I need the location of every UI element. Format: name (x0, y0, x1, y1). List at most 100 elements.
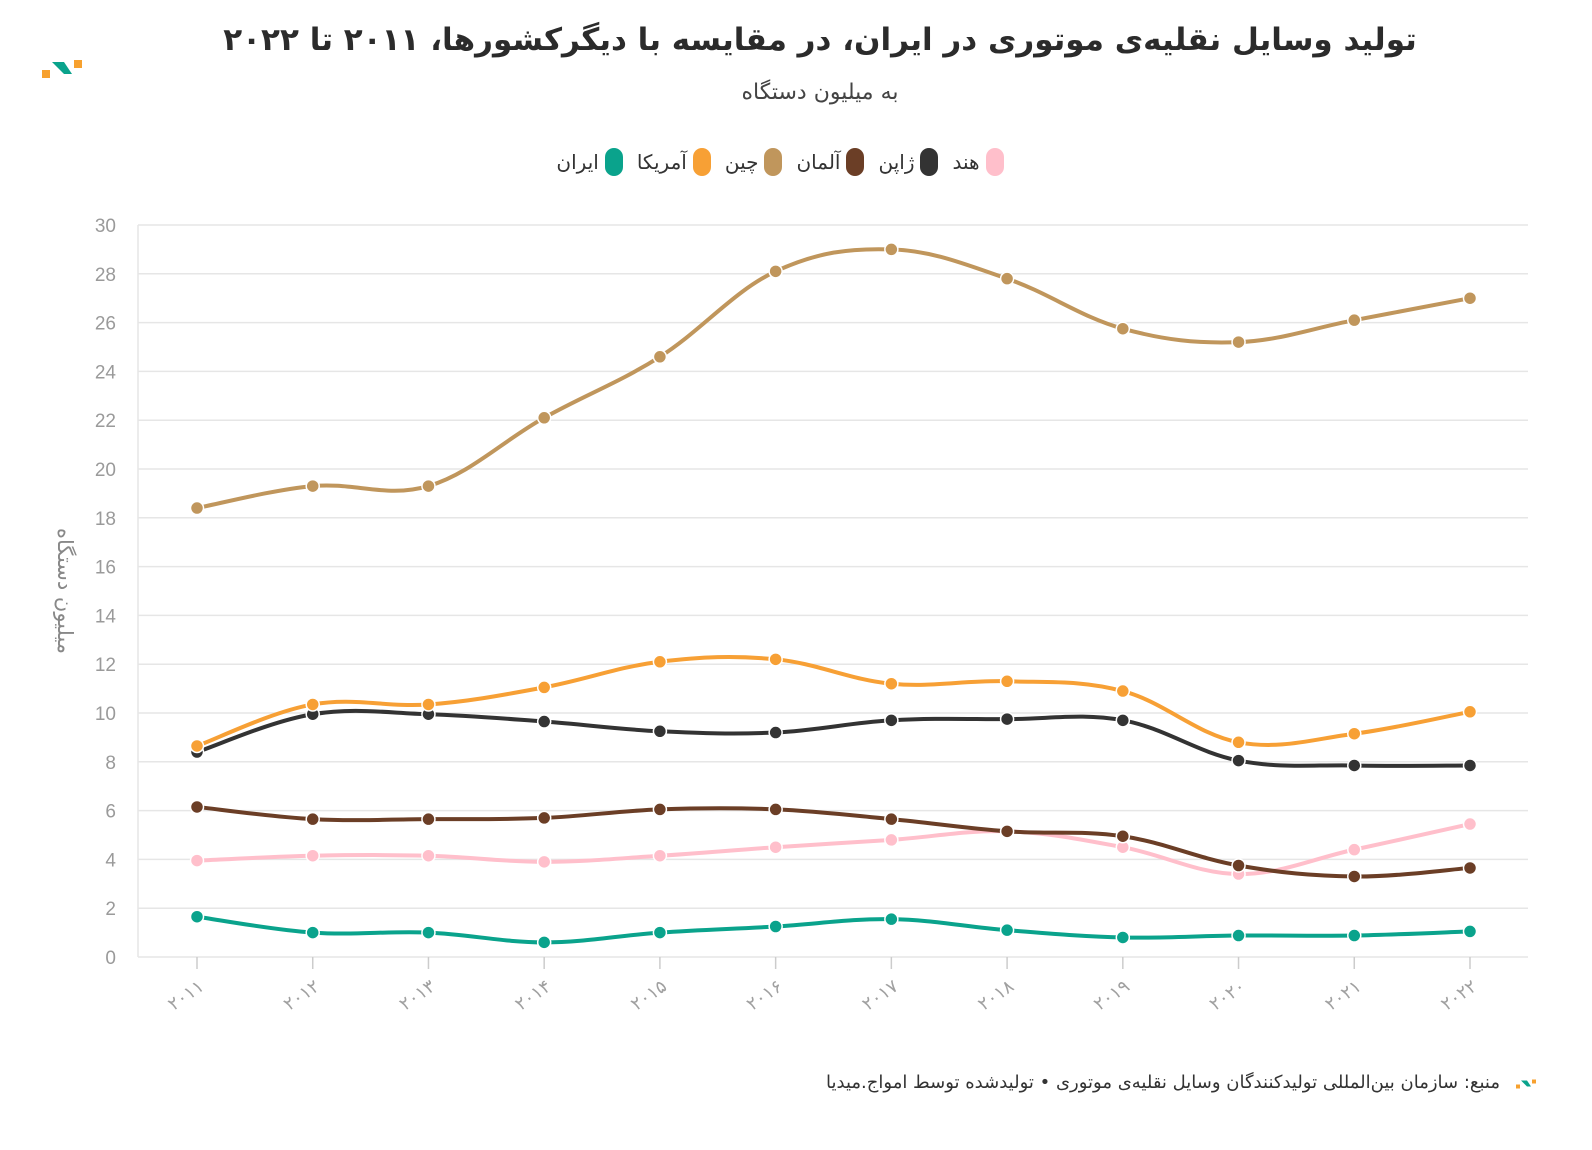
legend-item[interactable]: چین (725, 148, 783, 176)
legend-item[interactable]: ژاپن (878, 148, 939, 176)
x-tick-label: ۲۰۱۲ (280, 976, 324, 1015)
y-tick-label: 22 (95, 411, 116, 432)
x-tick-label: ۲۰۲۲ (1437, 976, 1481, 1015)
legend-label: چین (724, 150, 759, 174)
series-line-1 (195, 708, 1472, 768)
chart-title: تولید وسایل نقلیه‌ی موتوری در ایران، در … (223, 22, 1417, 58)
data-point (305, 697, 320, 712)
data-point (1462, 924, 1478, 939)
x-tick-label: ۲۰۱۶ (743, 976, 787, 1015)
y-axis-label: میلیون دستگاه (53, 528, 77, 654)
brand-logo-icon (42, 60, 82, 78)
data-point (1115, 713, 1131, 728)
data-point (652, 925, 668, 940)
y-tick-label: 26 (95, 314, 116, 335)
data-point (1231, 928, 1246, 943)
y-tick-label: 0 (105, 948, 116, 969)
y-tick-label: 20 (95, 460, 116, 481)
y-tick-label: 6 (105, 802, 116, 823)
x-tick-label: ۲۰۱۳ (396, 976, 440, 1016)
data-point (1231, 735, 1246, 750)
x-tick-label: ۲۰۱۴ (511, 976, 555, 1015)
series-line-0 (195, 822, 1472, 877)
legend-swatch (920, 148, 939, 176)
y-tick-label: 8 (105, 753, 116, 774)
x-tick-label: ۲۰۱۹ (1090, 976, 1134, 1015)
y-tick-label: 10 (95, 704, 116, 725)
data-point (421, 925, 436, 940)
data-point (421, 697, 436, 712)
data-point (652, 654, 668, 670)
data-point (536, 714, 552, 729)
legend-label: ایران (556, 150, 599, 174)
source-footer: منبع: سازمان بین‌المللی تولیدکنندگان وسا… (826, 1072, 1500, 1093)
data-point (768, 725, 783, 740)
legend-item[interactable]: هند (952, 148, 1004, 176)
y-tick-label: 24 (95, 362, 117, 383)
data-point (1115, 683, 1131, 699)
y-tick-label: 4 (105, 850, 116, 871)
x-tick-label: ۲۰۱۸ (974, 976, 1018, 1016)
data-point (652, 848, 668, 863)
data-point (536, 810, 552, 826)
series-line-2 (195, 804, 1472, 879)
data-point (1347, 312, 1362, 328)
chart-subtitle: به میلیون دستگاه (741, 80, 899, 105)
data-point (189, 738, 205, 754)
data-point (1231, 753, 1246, 768)
y-tick-label: 14 (95, 606, 117, 627)
legend-item[interactable]: آمریکا (637, 148, 711, 176)
legend-item[interactable]: ایران (556, 148, 623, 176)
data-point (1462, 290, 1478, 306)
data-point (189, 500, 205, 516)
data-point (1462, 704, 1478, 720)
x-tick-label: ۲۰۲۱ (1321, 976, 1365, 1015)
data-point (768, 802, 783, 817)
data-point (768, 919, 783, 934)
data-point (189, 853, 205, 868)
legend-item[interactable]: آلمان (796, 148, 865, 176)
legend-label: ژاپن (878, 150, 915, 174)
data-point (999, 922, 1015, 938)
series-line-4 (195, 655, 1472, 748)
legend-label: آمریکا (636, 150, 687, 174)
data-point (999, 674, 1015, 689)
x-tick-label: ۲۰۱۱ (164, 976, 208, 1015)
data-point (884, 811, 899, 827)
x-tick-label: ۲۰۲۰ (1206, 976, 1250, 1015)
data-point (1462, 816, 1478, 832)
data-point (189, 799, 205, 815)
chart-legend: ایران آمریکا چین آلمان ژاپن هند (500, 148, 1060, 176)
data-point (884, 832, 899, 848)
data-point (768, 839, 783, 855)
data-point (1231, 858, 1246, 873)
data-point (1347, 869, 1362, 884)
data-point (1462, 758, 1478, 773)
data-point (999, 711, 1015, 727)
data-point (305, 848, 320, 863)
data-point (536, 680, 552, 695)
data-point (999, 271, 1015, 286)
legend-swatch (846, 148, 865, 176)
data-point (1115, 321, 1131, 336)
legend-label: آلمان (796, 150, 841, 174)
data-point (1347, 842, 1362, 857)
data-point (1231, 334, 1246, 350)
y-tick-label: 2 (105, 899, 116, 920)
data-point (884, 911, 899, 927)
data-point (1115, 828, 1131, 844)
data-point (189, 909, 205, 924)
data-point (768, 652, 783, 667)
data-point (421, 811, 436, 827)
data-point (305, 478, 320, 494)
legend-swatch (985, 148, 1004, 176)
data-point (999, 824, 1015, 839)
data-point (536, 410, 552, 426)
data-point (536, 854, 552, 870)
legend-label: هند (952, 150, 980, 174)
x-tick-label: ۲۰۱۷ (859, 976, 903, 1016)
data-point (421, 848, 436, 863)
data-point (536, 935, 552, 950)
y-tick-label: 12 (95, 655, 116, 676)
